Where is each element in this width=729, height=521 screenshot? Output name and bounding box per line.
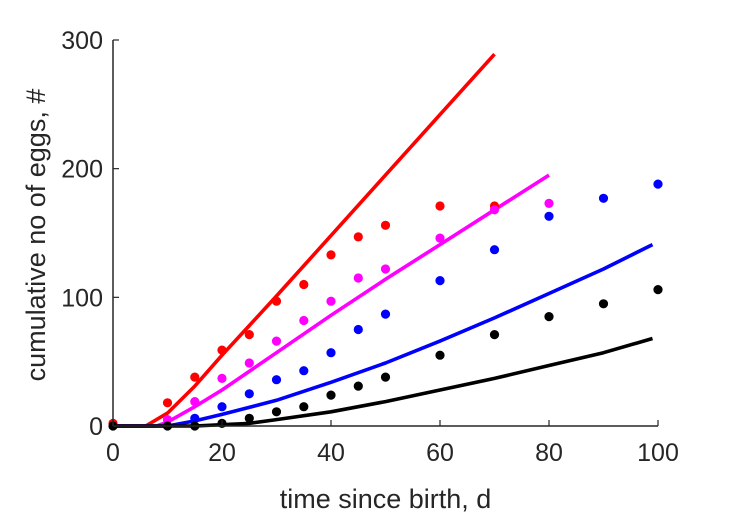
series-2-point bbox=[217, 402, 227, 412]
series-3-point bbox=[271, 407, 282, 417]
series-0-curve bbox=[113, 52, 496, 428]
series-0-point bbox=[326, 250, 336, 260]
series-1-point bbox=[435, 233, 445, 243]
series-0-point bbox=[162, 398, 173, 408]
series-0-point bbox=[299, 279, 309, 290]
y-tick-label: 300 bbox=[61, 27, 103, 55]
series-3-point bbox=[653, 285, 663, 295]
series-3-point bbox=[326, 390, 336, 400]
series-3-curve bbox=[113, 336, 654, 428]
series-3-point bbox=[598, 299, 609, 309]
series-3-point bbox=[380, 372, 391, 382]
series-1-point bbox=[544, 198, 554, 208]
series-1-point bbox=[380, 264, 391, 274]
y-tick-label: 100 bbox=[61, 284, 103, 312]
series-3-point bbox=[544, 312, 554, 322]
series-0-point bbox=[353, 232, 363, 242]
series-2-point bbox=[244, 389, 254, 399]
series-0-point bbox=[271, 296, 282, 306]
series-1-point bbox=[162, 415, 173, 425]
series-2-point bbox=[598, 193, 609, 203]
series-1-point bbox=[353, 273, 363, 283]
series-0-point bbox=[380, 220, 391, 230]
series-2-curve bbox=[113, 242, 654, 428]
series-3-point bbox=[489, 330, 500, 340]
series-1-point bbox=[244, 358, 254, 368]
series-2-point bbox=[544, 211, 554, 221]
x-tick-label: 100 bbox=[637, 439, 679, 467]
series-0-point bbox=[435, 201, 445, 211]
series-0-point bbox=[244, 330, 254, 340]
y-tick-label: 0 bbox=[89, 413, 103, 441]
x-tick-label: 80 bbox=[535, 439, 563, 467]
x-tick-label: 20 bbox=[208, 439, 236, 467]
series-1-point bbox=[326, 296, 336, 306]
series-3-point bbox=[435, 350, 445, 360]
series-2-point bbox=[380, 309, 391, 319]
x-tick-label: 40 bbox=[317, 439, 345, 467]
series-0-point bbox=[217, 345, 227, 355]
x-tick-label: 60 bbox=[426, 439, 454, 467]
series-1-point bbox=[299, 315, 309, 326]
y-tick-label: 200 bbox=[61, 156, 103, 184]
x-axis-label: time since birth, d bbox=[280, 484, 492, 514]
series-2-point bbox=[190, 413, 200, 423]
series-2-point bbox=[435, 276, 445, 286]
series-1-point bbox=[489, 205, 500, 215]
plot-area bbox=[108, 52, 663, 431]
series-3-point bbox=[244, 413, 254, 423]
series-0-point bbox=[190, 372, 200, 382]
series-2-point bbox=[353, 324, 363, 335]
x-tick-label: 0 bbox=[106, 439, 120, 467]
series-1-point bbox=[190, 397, 200, 407]
series-2-point bbox=[299, 366, 309, 376]
series-3-point bbox=[353, 381, 363, 391]
series-2-point bbox=[326, 348, 336, 358]
series-2-point bbox=[271, 375, 282, 385]
axes: 0 20 40 60 80 100 0 100 200 300 bbox=[61, 27, 679, 467]
y-axis-label: cumulative no of eggs, # bbox=[21, 89, 51, 382]
series-1-point bbox=[271, 336, 282, 346]
series-2-point bbox=[653, 179, 663, 189]
series-3-point bbox=[299, 402, 309, 412]
series-2-point bbox=[489, 245, 500, 255]
series-1-point bbox=[217, 373, 227, 383]
